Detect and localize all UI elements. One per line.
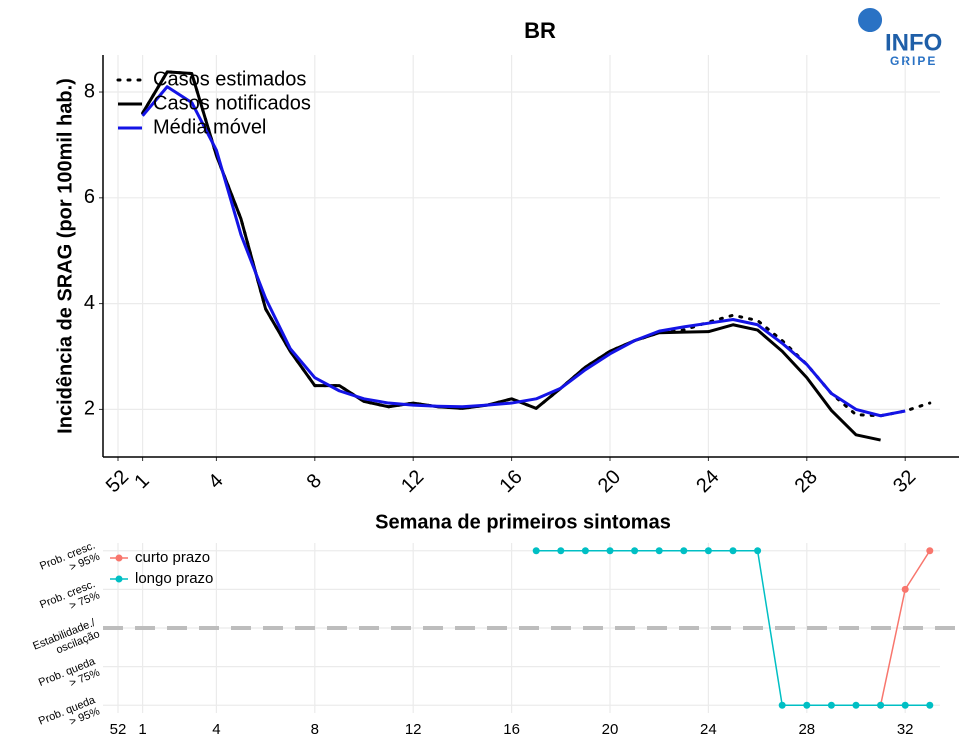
- x-tick-label: 20: [602, 721, 619, 738]
- x-tick-label: 32: [889, 466, 920, 497]
- x-tick-label: 28: [798, 721, 815, 738]
- legend-label: Média móvel: [153, 116, 266, 138]
- x-tick-label: 32: [897, 721, 914, 738]
- y-tick-label: Prob. queda> 75%: [37, 655, 102, 700]
- y-tick-label: 8: [84, 80, 95, 102]
- point: [778, 701, 786, 709]
- line: [141, 85, 906, 418]
- point: [557, 547, 565, 555]
- x-tick-label: 8: [303, 470, 326, 493]
- point: [926, 547, 934, 555]
- x-tick-label: 12: [397, 466, 428, 497]
- logo-icon: [858, 8, 883, 32]
- legend-swatch: [115, 554, 123, 562]
- point: [901, 585, 909, 593]
- point: [877, 701, 885, 709]
- point: [803, 701, 811, 709]
- x-tick-label: 12: [405, 721, 422, 738]
- point: [680, 547, 688, 555]
- y-tick-label: Prob. cresc.> 75%: [38, 578, 102, 622]
- x-tick-label: 24: [692, 466, 723, 497]
- point: [729, 547, 737, 555]
- y-axis-label: Incidência de SRAG (por 100mil hab.): [54, 78, 76, 434]
- x-tick-label: 1: [138, 721, 146, 738]
- point: [655, 547, 663, 555]
- x-tick-label: 28: [791, 466, 822, 497]
- x-tick-label: 52: [110, 721, 127, 738]
- point: [852, 701, 860, 709]
- legend-label: Casos notificados: [153, 92, 311, 114]
- legend-swatch: [115, 575, 123, 583]
- point: [581, 547, 589, 555]
- point: [926, 701, 934, 709]
- y-tick-label: 6: [84, 186, 95, 208]
- x-tick-label: 52: [102, 466, 133, 497]
- line: [141, 70, 881, 442]
- point: [704, 547, 712, 555]
- chart-title: BR: [524, 18, 556, 43]
- y-tick-label: 2: [84, 398, 95, 420]
- point: [606, 547, 614, 555]
- x-tick-label: 4: [212, 721, 220, 738]
- x-tick-label: 1: [130, 470, 153, 493]
- x-tick-label: 24: [700, 721, 717, 738]
- legend-label: Casos estimados: [153, 68, 306, 90]
- x-tick-label: 4: [204, 470, 227, 493]
- y-tick-label: 4: [84, 292, 95, 314]
- point: [532, 547, 540, 555]
- point: [827, 701, 835, 709]
- x-tick-label: 8: [311, 721, 319, 738]
- logo-text: INFO: [885, 29, 942, 56]
- logo-subtext: GRIPE: [890, 54, 937, 68]
- point: [754, 547, 762, 555]
- legend-label: curto prazo: [135, 549, 210, 566]
- x-axis-label: Semana de primeiros sintomas: [375, 511, 671, 533]
- point: [631, 547, 639, 555]
- legend-label: longo prazo: [135, 570, 213, 587]
- y-tick-label: Prob. queda> 95%: [37, 694, 102, 739]
- point: [901, 701, 909, 709]
- y-tick-label: Prob. cresc.> 95%: [38, 539, 102, 583]
- logo: INFO GRIPE: [858, 8, 942, 68]
- x-tick-label: 20: [594, 466, 625, 497]
- x-tick-label: 16: [503, 721, 520, 738]
- x-tick-label: 16: [495, 466, 526, 497]
